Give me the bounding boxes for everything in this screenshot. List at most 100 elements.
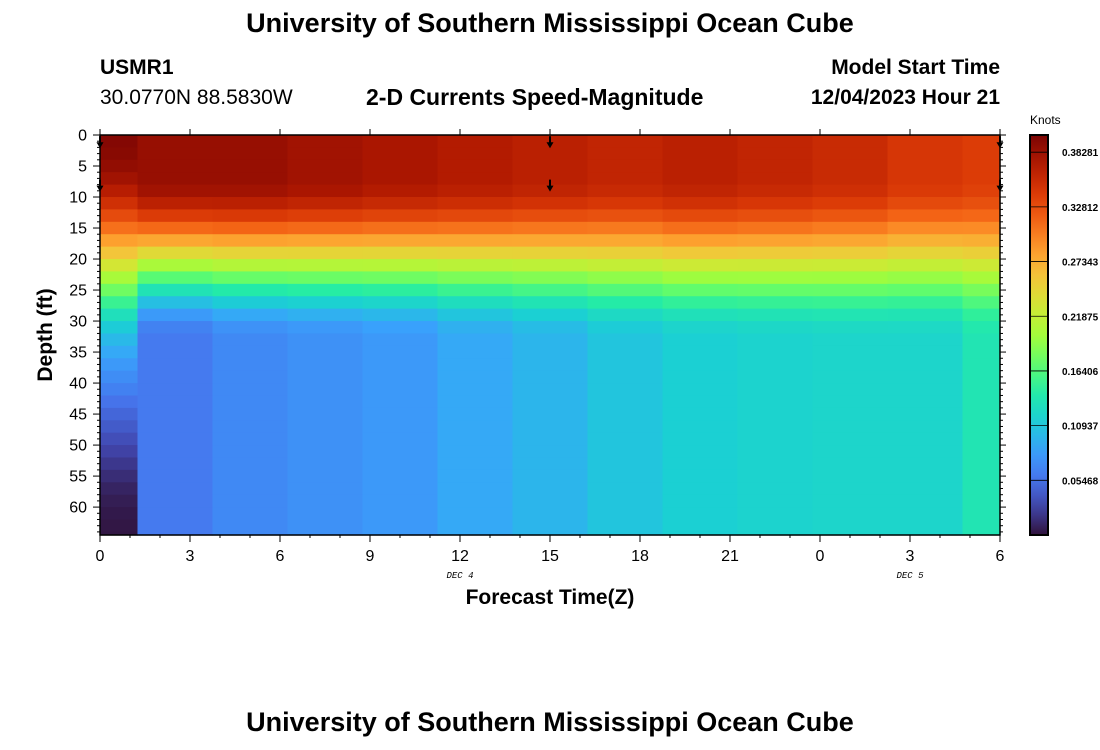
- heatmap-cell: [662, 296, 739, 310]
- heatmap-cell: [587, 420, 664, 434]
- heatmap-cell: [662, 445, 739, 459]
- heatmap-cell: [100, 420, 139, 434]
- heatmap-cell: [512, 482, 589, 496]
- heatmap-cell: [212, 407, 289, 421]
- heatmap-cell: [512, 234, 589, 248]
- heatmap-cell: [287, 457, 364, 471]
- heatmap-cell: [962, 457, 1001, 471]
- heatmap-cell: [587, 172, 664, 186]
- heatmap-cell: [887, 259, 964, 273]
- heatmap-cell: [212, 246, 289, 260]
- colorbar-ticks: 0.05468 0.10937 0.16406 0.21875 0.27343 0.328…: [1030, 148, 1099, 487]
- y-tick-label: 5: [78, 159, 87, 176]
- heatmap-cell: [137, 420, 214, 434]
- heatmap-cell: [287, 420, 364, 434]
- heatmap-cell: [137, 184, 214, 198]
- heatmap-cell: [962, 147, 1001, 161]
- heatmap-cell: [737, 234, 814, 248]
- heatmap-cell: [737, 271, 814, 285]
- heatmap-cell: [287, 321, 364, 335]
- heatmap-cell: [662, 197, 739, 211]
- heatmap-cell: [137, 135, 214, 148]
- colorbar: [1029, 134, 1049, 536]
- heatmap-cell: [587, 469, 664, 483]
- heatmap-cell: [287, 172, 364, 186]
- heatmap-cell: [512, 209, 589, 223]
- heatmap-cell: [362, 197, 439, 211]
- heatmap-cell: [587, 445, 664, 459]
- heatmap-cell: [437, 172, 514, 186]
- heatmap-cell: [287, 445, 364, 459]
- colorbar-label: Knots: [1030, 113, 1061, 127]
- heatmap-cell: [587, 370, 664, 384]
- heatmap-cell: [812, 345, 889, 359]
- heatmap-cell: [737, 420, 814, 434]
- heatmap-cell: [100, 308, 139, 322]
- heatmap-cell: [212, 370, 289, 384]
- heatmap-cell: [437, 271, 514, 285]
- vector-arrow-head: [546, 142, 554, 149]
- heatmap-cell: [100, 457, 139, 471]
- heatmap-cell: [962, 234, 1001, 248]
- heatmap-cell: [662, 519, 739, 533]
- heatmap-cell: [287, 358, 364, 372]
- heatmap-cell: [512, 184, 589, 198]
- heatmap-cell: [887, 283, 964, 297]
- heatmap-cell: [887, 383, 964, 397]
- heatmap-cell: [212, 345, 289, 359]
- heatmap-cell: [287, 159, 364, 173]
- heatmap-cell: [737, 135, 814, 148]
- heatmap-cell: [887, 469, 964, 483]
- heatmap-cell: [737, 469, 814, 483]
- x-tick-label: 21: [721, 548, 739, 565]
- heatmap-cell: [587, 383, 664, 397]
- y-tick-label: 45: [69, 407, 87, 424]
- heatmap-cell: [962, 358, 1001, 372]
- heatmap-cell: [962, 296, 1001, 310]
- heatmap-cell: [962, 221, 1001, 235]
- heatmap-cell: [512, 531, 589, 536]
- x-tick-label: 9: [366, 548, 375, 565]
- y-tick-label: 40: [69, 376, 87, 393]
- heatmap-cell: [437, 246, 514, 260]
- heatmap-cell: [212, 420, 289, 434]
- heatmap-cell: [737, 370, 814, 384]
- heatmap-cell: [962, 407, 1001, 421]
- heatmap-cell: [812, 358, 889, 372]
- heatmap-cell: [587, 184, 664, 198]
- heatmap-cell: [812, 482, 889, 496]
- heatmap-cell: [287, 482, 364, 496]
- heatmap-cell: [962, 333, 1001, 347]
- heatmap-cell: [662, 308, 739, 322]
- heatmap-cell: [212, 519, 289, 533]
- heatmap-cell: [887, 197, 964, 211]
- y-tick-label: 50: [69, 438, 87, 455]
- heatmap-cell: [812, 333, 889, 347]
- x-axis-label: Forecast Time(Z): [466, 586, 635, 609]
- heatmap-cell: [962, 209, 1001, 223]
- heatmap-cell: [887, 159, 964, 173]
- y-tick-label: 55: [69, 469, 87, 486]
- heatmap-cell: [587, 259, 664, 273]
- heatmap-cell: [887, 147, 964, 161]
- heatmap-cell: [512, 432, 589, 446]
- colorbar-tick-label: 0.38281: [1062, 148, 1099, 159]
- heatmap-cell: [437, 159, 514, 173]
- heatmap-cell: [100, 296, 139, 310]
- heatmap-cell: [587, 209, 664, 223]
- heatmap-cell: [137, 197, 214, 211]
- heatmap-cell: [512, 420, 589, 434]
- heatmap-cell: [962, 469, 1001, 483]
- heatmap-cell: [437, 370, 514, 384]
- heatmap-cell: [137, 159, 214, 173]
- heatmap-cell: [587, 159, 664, 173]
- heatmap-cell: [212, 135, 289, 148]
- heatmap-cell: [437, 457, 514, 471]
- x-tick-label: 0: [816, 548, 825, 565]
- heatmap-cell: [287, 271, 364, 285]
- heatmap-cell: [437, 519, 514, 533]
- heatmap-cell: [512, 283, 589, 297]
- heatmap-cell: [662, 494, 739, 508]
- heatmap-cell: [362, 395, 439, 409]
